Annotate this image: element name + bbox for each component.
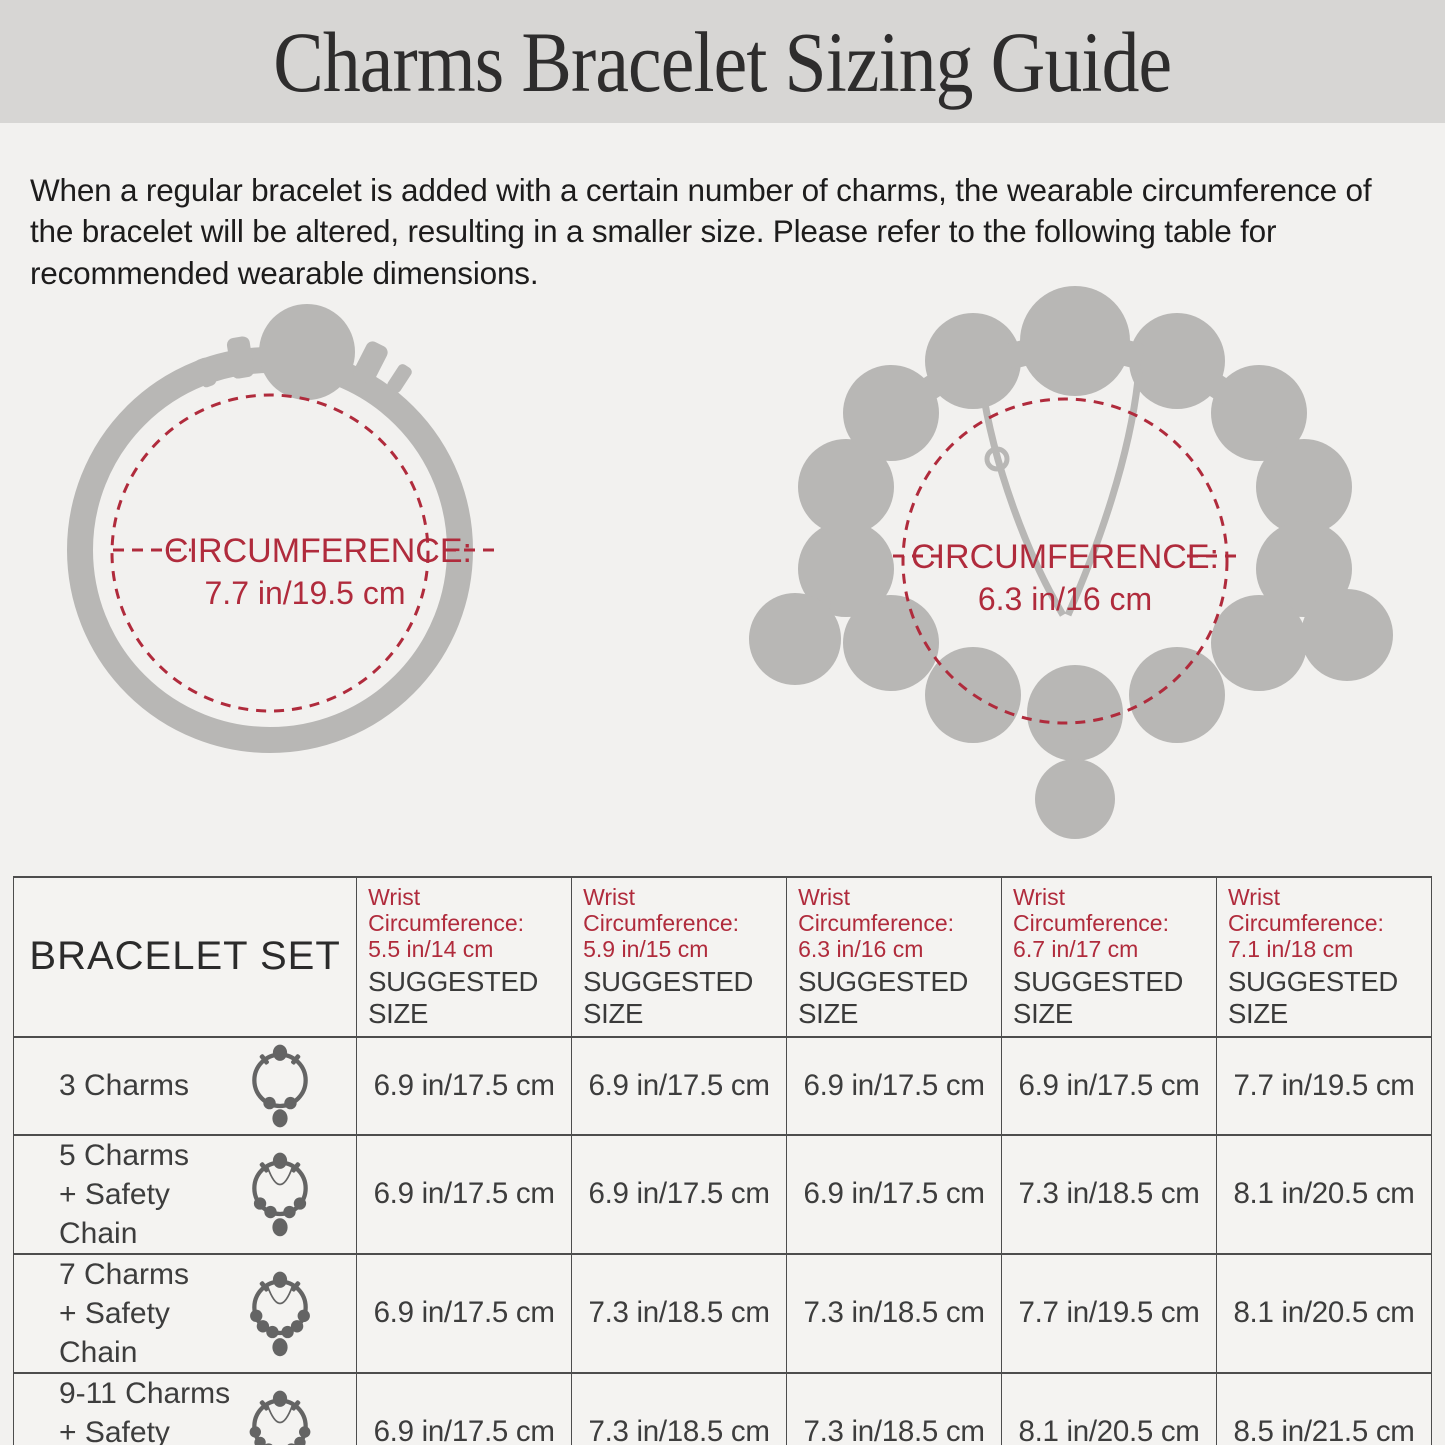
circumference-value: 6.3 in/16 cm — [978, 581, 1152, 617]
measurement-marks — [893, 397, 1237, 725]
size-cell: 6.9 in/17.5 cm — [356, 1133, 573, 1255]
bracelet-7-charms-safety-chain-icon — [250, 1271, 311, 1357]
safety-chain — [978, 368, 1143, 617]
title-band: Charms Bracelet Sizing Guide — [0, 0, 1445, 123]
wrist-circumference-label: Wrist Circumference: — [368, 884, 525, 937]
page-title: Charms Bracelet Sizing Guide — [273, 13, 1172, 110]
intro-paragraph: When a regular bracelet is added with a … — [30, 171, 1372, 291]
circumference-label: CIRCUMFERENCE: — [911, 538, 1219, 576]
clasp-stopper-left — [226, 336, 255, 379]
bracelet-9-11-charms-safety-chain-icon — [249, 1390, 311, 1445]
circumference-label: CIRCUMFERENCE: — [164, 532, 472, 570]
plain-bracelet-illustration: CIRCUMFERENCE: 7.7 in/19.5 cm — [67, 304, 495, 753]
sizing-table-container: BRACELET SET Wrist Circumference: 5.5 in… — [12, 876, 1432, 1445]
size-cell: 6.9 in/17.5 cm — [786, 1133, 1003, 1255]
size-cell: 7.3 in/18.5 cm — [786, 1252, 1003, 1374]
row-label: 3 Charms — [59, 1069, 190, 1103]
size-cell: 8.1 in/20.5 cm — [1001, 1371, 1218, 1445]
safety-chain-clasp — [984, 446, 1010, 472]
size-cell: 7.7 in/19.5 cm — [1001, 1252, 1218, 1374]
suggested-size-label: SUGGESTED SIZE — [798, 965, 969, 1029]
wrist-circumference-value: 6.7 in/17 cm — [1013, 936, 1139, 963]
ball-clasp — [259, 304, 355, 400]
wrist-column-header-16cm: Wrist Circumference: 6.3 in/16 cm SUGGES… — [786, 876, 1003, 1038]
wrist-column-header-17cm: Wrist Circumference: 6.7 in/17 cm SUGGES… — [1001, 876, 1218, 1038]
circumference-dashed-circle — [901, 397, 1229, 725]
dangle-charm-left — [749, 593, 841, 685]
wrist-circumference-value: 5.5 in/14 cm — [368, 936, 494, 963]
size-cell: 6.9 in/17.5 cm — [356, 1371, 573, 1445]
illustration-section: CIRCUMFERENCE: 7.7 in/19.5 cm — [0, 273, 1445, 873]
wrist-circumference-label: Wrist Circumference: — [583, 884, 740, 937]
band-notch-right — [387, 364, 412, 393]
dangle-connector-bottom — [1069, 739, 1081, 761]
bracelet-set-header: BRACELET SET — [12, 876, 358, 1038]
wrist-circumference-value: 5.9 in/15 cm — [583, 936, 709, 963]
table-row-5-charms: 5 Charms + Safety Chain — [12, 1133, 1432, 1255]
circumference-dashed-circle — [110, 393, 430, 713]
bracelet-3-charms-icon — [252, 1044, 308, 1127]
size-cell: 7.3 in/18.5 cm — [1001, 1133, 1218, 1255]
sizing-table: BRACELET SET Wrist Circumference: 5.5 in… — [12, 876, 1432, 1445]
charm-beads — [749, 286, 1393, 839]
size-cell: 6.9 in/17.5 cm — [356, 1035, 573, 1136]
bracelet-5-charms-safety-chain-icon — [252, 1152, 308, 1237]
size-cell: 8.1 in/20.5 cm — [1216, 1133, 1432, 1255]
suggested-size-label: SUGGESTED SIZE — [1228, 965, 1398, 1029]
wrist-circumference-value: 6.3 in/16 cm — [798, 936, 924, 963]
charms-bracelet-illustration: CIRCUMFERENCE: 6.3 in/16 cm — [749, 286, 1393, 839]
wrist-circumference-label: Wrist Circumference: — [798, 884, 955, 937]
size-cell: 6.9 in/17.5 cm — [571, 1133, 788, 1255]
dangle-charm-right — [1301, 589, 1393, 681]
table-row-3-charms: 3 Charms — [12, 1035, 1432, 1136]
measurement-marks — [110, 393, 495, 713]
wrist-circumference-label: Wrist Circumference: — [1013, 884, 1169, 937]
table-row-7-charms: 7 Charms + Safety Chain — [12, 1252, 1432, 1374]
ball-clasp — [1020, 286, 1130, 396]
size-cell: 7.3 in/18.5 cm — [786, 1371, 1003, 1445]
size-cell: 6.9 in/17.5 cm — [1001, 1035, 1218, 1136]
header-row: BRACELET SET Wrist Circumference: 5.5 in… — [12, 876, 1432, 1038]
size-cell: 6.9 in/17.5 cm — [356, 1252, 573, 1374]
size-cell: 6.9 in/17.5 cm — [786, 1035, 1003, 1136]
size-cell: 7.3 in/18.5 cm — [571, 1252, 788, 1374]
size-cell: 6.9 in/17.5 cm — [571, 1035, 788, 1136]
suggested-size-label: SUGGESTED SIZE — [583, 965, 754, 1029]
wrist-circumference-label: Wrist Circumference: — [1228, 884, 1384, 937]
size-cell: 7.3 in/18.5 cm — [571, 1371, 788, 1445]
size-cell: 8.1 in/20.5 cm — [1216, 1252, 1432, 1374]
suggested-size-label: SUGGESTED SIZE — [368, 965, 539, 1029]
row-label: 5 Charms + Safety Chain — [59, 1138, 190, 1250]
row-label: 7 Charms + Safety Chain — [59, 1257, 190, 1369]
wrist-column-header-14cm: Wrist Circumference: 5.5 in/14 cm SUGGES… — [356, 876, 573, 1038]
table-row-9-11-charms: 9-11 Charms + Safety Chain — [12, 1371, 1432, 1445]
size-cell: 8.5 in/21.5 cm — [1216, 1371, 1432, 1445]
wrist-column-header-15cm: Wrist Circumference: 5.9 in/15 cm SUGGES… — [571, 876, 788, 1038]
dangle-charm-bottom — [1035, 759, 1115, 839]
size-cell: 7.7 in/19.5 cm — [1216, 1035, 1432, 1136]
suggested-size-label: SUGGESTED SIZE — [1013, 965, 1184, 1029]
row-label: 9-11 Charms + Safety Chain — [59, 1376, 231, 1445]
circumference-value: 7.7 in/19.5 cm — [205, 575, 406, 611]
wrist-column-header-18cm: Wrist Circumference: 7.1 in/18 cm SUGGES… — [1216, 876, 1432, 1038]
wrist-circumference-value: 7.1 in/18 cm — [1228, 936, 1354, 963]
band-notch-left — [194, 357, 217, 388]
clasp-stopper-right — [353, 341, 388, 384]
